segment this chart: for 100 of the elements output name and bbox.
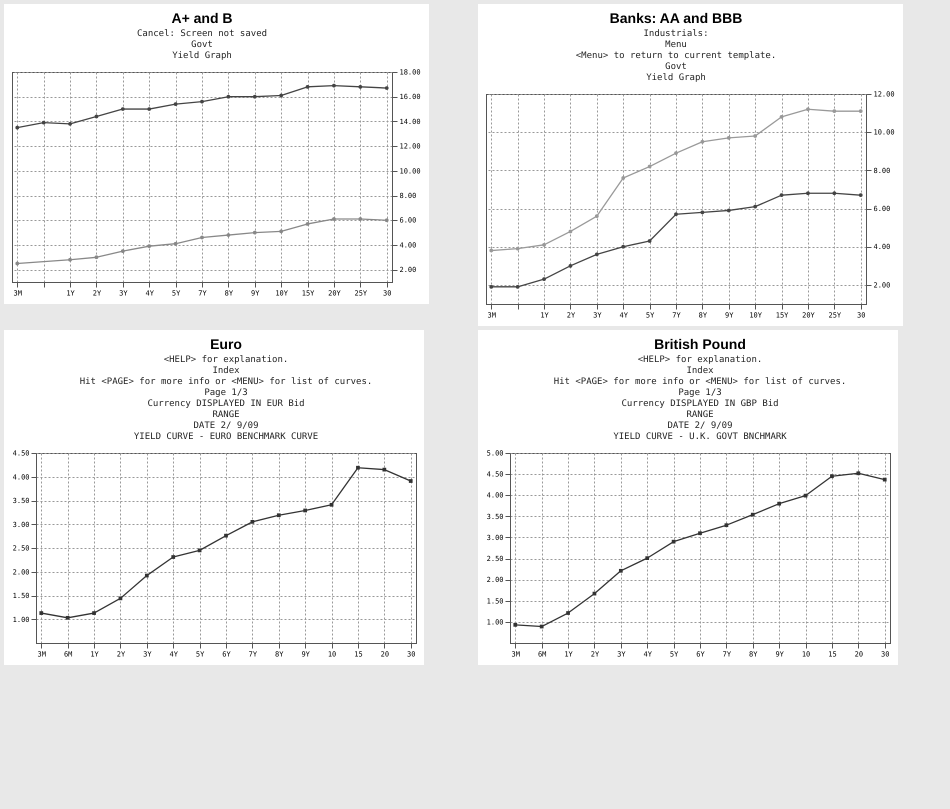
point bbox=[118, 596, 122, 600]
text: Page 1/3 bbox=[204, 388, 248, 398]
chart-title: Euro bbox=[210, 336, 242, 352]
point bbox=[858, 193, 863, 198]
point bbox=[68, 122, 72, 126]
point bbox=[147, 244, 152, 248]
point bbox=[674, 212, 678, 216]
point bbox=[568, 230, 572, 234]
point bbox=[780, 115, 784, 119]
point bbox=[332, 84, 336, 88]
point bbox=[832, 109, 836, 114]
point bbox=[279, 229, 284, 234]
point bbox=[726, 136, 731, 140]
point bbox=[672, 540, 676, 544]
text: <Menu> to return to current template. bbox=[576, 51, 776, 61]
point bbox=[144, 574, 149, 578]
point bbox=[566, 611, 570, 615]
point bbox=[306, 222, 310, 226]
text: Index bbox=[686, 366, 714, 376]
point bbox=[408, 479, 413, 483]
point bbox=[700, 210, 704, 214]
point bbox=[356, 466, 360, 470]
text: DATE 2/ 9/09 bbox=[193, 421, 259, 431]
point bbox=[226, 94, 230, 99]
point bbox=[594, 214, 599, 218]
point bbox=[542, 277, 546, 282]
point bbox=[542, 242, 546, 247]
text: Currency DISPLAYED IN GBP Bid bbox=[621, 399, 779, 409]
point bbox=[858, 109, 863, 114]
text: Govt bbox=[665, 62, 687, 72]
point bbox=[753, 204, 758, 209]
point bbox=[592, 592, 596, 596]
point bbox=[198, 548, 202, 552]
point bbox=[621, 244, 626, 249]
point bbox=[384, 86, 389, 90]
point bbox=[726, 208, 731, 212]
point bbox=[94, 255, 98, 260]
text: Page 1/3 bbox=[678, 388, 722, 398]
point bbox=[489, 284, 494, 289]
point bbox=[200, 100, 204, 104]
point bbox=[147, 107, 152, 111]
point bbox=[594, 252, 599, 256]
point bbox=[250, 520, 254, 524]
text: Hit <PAGE> for more info or <MENU> for list of curves. bbox=[554, 377, 846, 387]
text: Govt bbox=[191, 40, 213, 50]
point bbox=[174, 242, 178, 246]
text: Menu bbox=[665, 40, 687, 50]
point bbox=[15, 126, 20, 130]
point bbox=[224, 534, 228, 538]
point bbox=[252, 94, 257, 99]
point bbox=[171, 555, 176, 559]
text: DATE 2/ 9/09 bbox=[667, 421, 733, 431]
text: Currency DISPLAYED IN EUR Bid bbox=[147, 399, 305, 409]
point bbox=[674, 151, 678, 156]
point bbox=[780, 193, 784, 198]
point bbox=[384, 218, 389, 222]
point bbox=[120, 249, 125, 253]
text: Cancel: Screen not saved bbox=[136, 29, 268, 39]
text: Index bbox=[212, 366, 240, 376]
point bbox=[724, 523, 728, 528]
point bbox=[516, 284, 520, 289]
chart-subtitle: YIELD CURVE - EURO BENCHMARK CURVE bbox=[134, 432, 318, 442]
point bbox=[806, 107, 810, 112]
point bbox=[330, 502, 334, 507]
point bbox=[15, 262, 20, 266]
point bbox=[358, 84, 362, 89]
point bbox=[252, 230, 257, 234]
point bbox=[648, 239, 652, 243]
point bbox=[882, 478, 887, 482]
point bbox=[200, 236, 204, 240]
point bbox=[39, 611, 44, 615]
point bbox=[358, 217, 362, 221]
point bbox=[332, 217, 336, 221]
point bbox=[832, 191, 836, 196]
point bbox=[306, 84, 310, 89]
point bbox=[648, 164, 652, 168]
chart-title: Banks: AA and BBB bbox=[610, 10, 742, 26]
point bbox=[174, 102, 178, 106]
point bbox=[303, 508, 308, 512]
point bbox=[226, 233, 230, 237]
point bbox=[700, 140, 704, 144]
text: <HELP> for explanation. bbox=[164, 355, 288, 365]
text: Hit <PAGE> for more info or <MENU> for list of curves. bbox=[80, 377, 372, 387]
point bbox=[540, 624, 544, 628]
point bbox=[753, 134, 758, 138]
chart-subtitle: Yield Graph bbox=[646, 73, 706, 83]
point bbox=[806, 191, 810, 196]
chart-title: British Pound bbox=[654, 336, 746, 352]
text: <HELP> for explanation. bbox=[638, 355, 762, 365]
point bbox=[94, 114, 98, 118]
chart-subtitle: Yield Graph bbox=[172, 51, 232, 61]
point bbox=[516, 246, 520, 251]
text: RANGE bbox=[212, 410, 240, 420]
point bbox=[489, 248, 494, 252]
point bbox=[568, 264, 572, 268]
point bbox=[621, 176, 626, 180]
chart-subtitle: YIELD CURVE - U.K. GOVT BNCHMARK bbox=[613, 432, 788, 442]
chart-title: A+ and B bbox=[171, 10, 233, 26]
point bbox=[804, 494, 808, 498]
point bbox=[92, 611, 96, 615]
